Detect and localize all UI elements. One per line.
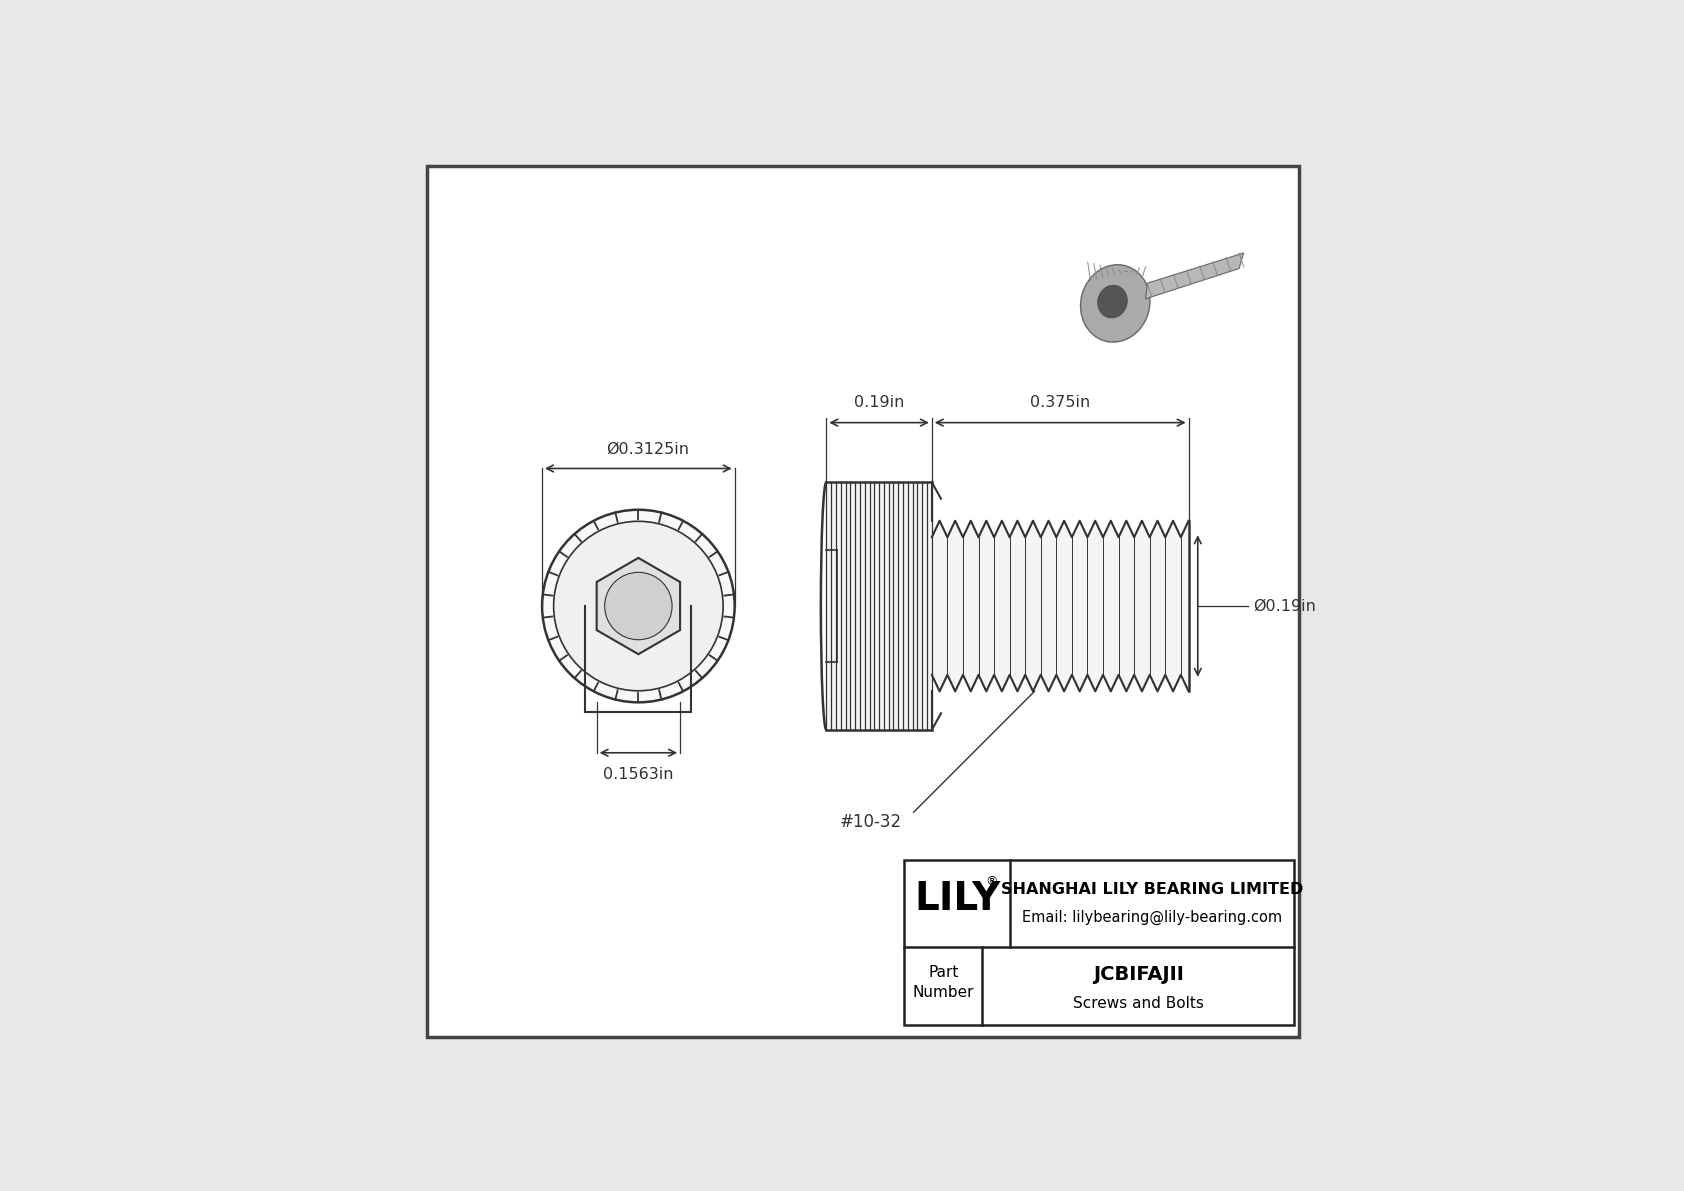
Text: LILY: LILY (914, 880, 1000, 918)
Circle shape (605, 573, 672, 640)
Circle shape (554, 522, 722, 691)
Polygon shape (596, 557, 680, 654)
Text: SHANGHAI LILY BEARING LIMITED: SHANGHAI LILY BEARING LIMITED (1000, 883, 1303, 897)
Text: 0.19in: 0.19in (854, 394, 904, 410)
Ellipse shape (1098, 285, 1127, 318)
Text: ®: ® (985, 875, 999, 888)
Text: #10-32: #10-32 (840, 812, 903, 830)
Polygon shape (1145, 252, 1244, 299)
Text: JCBIFAJII: JCBIFAJII (1093, 965, 1184, 984)
Text: 0.1563in: 0.1563in (603, 767, 674, 781)
Text: 0.375in: 0.375in (1031, 394, 1090, 410)
Bar (827, 482, 931, 730)
Bar (904, 860, 1293, 1025)
Text: Email: lilybearing@lily-bearing.com: Email: lilybearing@lily-bearing.com (1022, 910, 1282, 925)
Text: Screws and Bolts: Screws and Bolts (1073, 996, 1204, 1011)
Text: Part
Number: Part Number (913, 965, 973, 999)
Text: Ø0.19in: Ø0.19in (1253, 599, 1315, 613)
Text: Ø0.3125in: Ø0.3125in (606, 442, 689, 456)
Circle shape (542, 510, 734, 703)
Ellipse shape (1081, 264, 1150, 342)
